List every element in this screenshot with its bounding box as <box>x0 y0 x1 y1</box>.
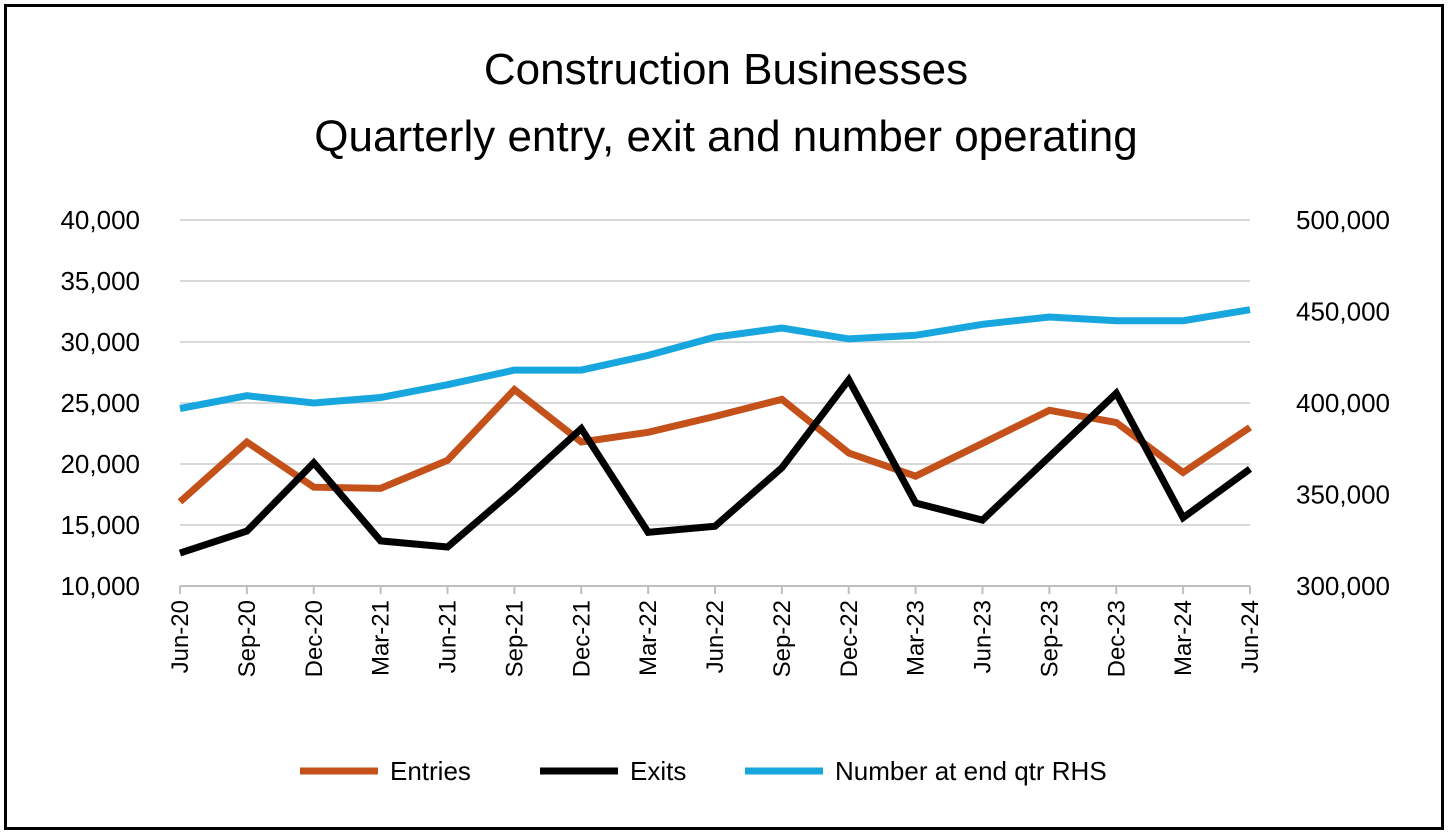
series-line-entries <box>177 384 1252 505</box>
left-tick-label: 25,000 <box>60 388 140 418</box>
right-tick-label: 500,000 <box>1296 205 1390 235</box>
chart-title: Construction Businesses <box>484 45 968 94</box>
left-axis-tick-labels: 10,000 15,000 20,000 25,000 30,000 35,000 40,0… <box>60 205 140 601</box>
left-tick-label: 10,000 <box>60 571 140 601</box>
series-line-exits <box>178 373 1253 557</box>
x-tick-label: Dec-20 <box>301 600 328 677</box>
x-tick-label: Mar-22 <box>635 600 662 676</box>
x-tick-label: Dec-23 <box>1103 600 1130 677</box>
left-tick-label: 40,000 <box>60 205 140 235</box>
right-axis-tick-labels: 300,000 350,000 400,000 450,000 500,000 <box>1296 205 1390 601</box>
right-tick-label: 350,000 <box>1296 480 1390 510</box>
right-tick-label: 300,000 <box>1296 571 1390 601</box>
x-tick-label: Jun-21 <box>435 600 462 673</box>
left-tick-label: 35,000 <box>60 266 140 296</box>
x-tick-label: Jun-22 <box>702 600 729 673</box>
left-tick-label: 30,000 <box>60 327 140 357</box>
series-line-number-at-end-qtr-rhs <box>179 306 1251 412</box>
x-tick-label: Sep-20 <box>234 600 261 677</box>
right-tick-label: 450,000 <box>1296 297 1390 327</box>
x-tick-label: Dec-21 <box>568 600 595 677</box>
x-tick-label: Sep-21 <box>501 600 528 677</box>
left-tick-label: 15,000 <box>60 510 140 540</box>
right-tick-label: 400,000 <box>1296 388 1390 418</box>
x-tick-label: Sep-23 <box>1036 600 1063 677</box>
left-tick-label: 20,000 <box>60 449 140 479</box>
x-tick-label: Mar-23 <box>903 600 930 676</box>
x-tick-label: Dec-22 <box>836 600 863 677</box>
gridlines <box>180 219 1250 587</box>
legend-label: Exits <box>630 756 686 786</box>
x-tick-label: Jun-23 <box>970 600 997 673</box>
x-tick-label: Jun-24 <box>1237 600 1264 673</box>
legend-label: Number at end qtr RHS <box>835 756 1107 786</box>
x-tick-label: Mar-24 <box>1170 600 1197 676</box>
x-tick-label: Sep-22 <box>769 600 796 677</box>
x-tick-label: Mar-21 <box>368 600 395 676</box>
series-lines <box>177 306 1253 557</box>
chart-subtitle: Quarterly entry, exit and number operati… <box>314 112 1137 161</box>
legend: Entries Exits Number at end qtr RHS <box>300 756 1107 786</box>
legend-label: Entries <box>390 756 471 786</box>
x-axis-tick-labels: Jun-20 Sep-20 Dec-20 Mar-21 Jun-21 Sep-21 Dec-… <box>167 586 1264 677</box>
x-tick-label: Jun-20 <box>167 600 194 673</box>
